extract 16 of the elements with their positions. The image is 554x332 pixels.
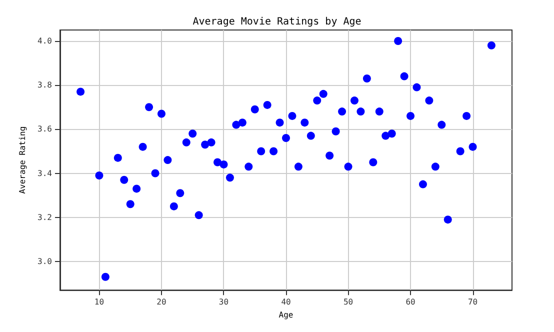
x-tick-label: 60: [406, 298, 416, 307]
x-tick-label: 30: [218, 298, 229, 307]
x-axis-title: Age: [278, 310, 294, 320]
y-tick-label: 3.6: [38, 124, 52, 134]
y-tick-label: 3.2: [38, 212, 52, 222]
x-tick-label: 20: [156, 298, 166, 307]
x-tick-label: 40: [281, 298, 291, 307]
y-tick-label: 3.4: [38, 168, 52, 178]
y-tick-label: 4.0: [38, 36, 52, 46]
chart-title: Average Movie Ratings by Age: [192, 16, 362, 28]
y-axis-title: Average Rating: [18, 126, 28, 194]
y-tick-label: 3.8: [38, 80, 52, 90]
x-tick-label: 10: [94, 298, 104, 307]
y-tick-label: 3.0: [38, 256, 52, 266]
x-tick-label: 50: [343, 298, 354, 307]
x-tick-label: 70: [468, 298, 478, 307]
